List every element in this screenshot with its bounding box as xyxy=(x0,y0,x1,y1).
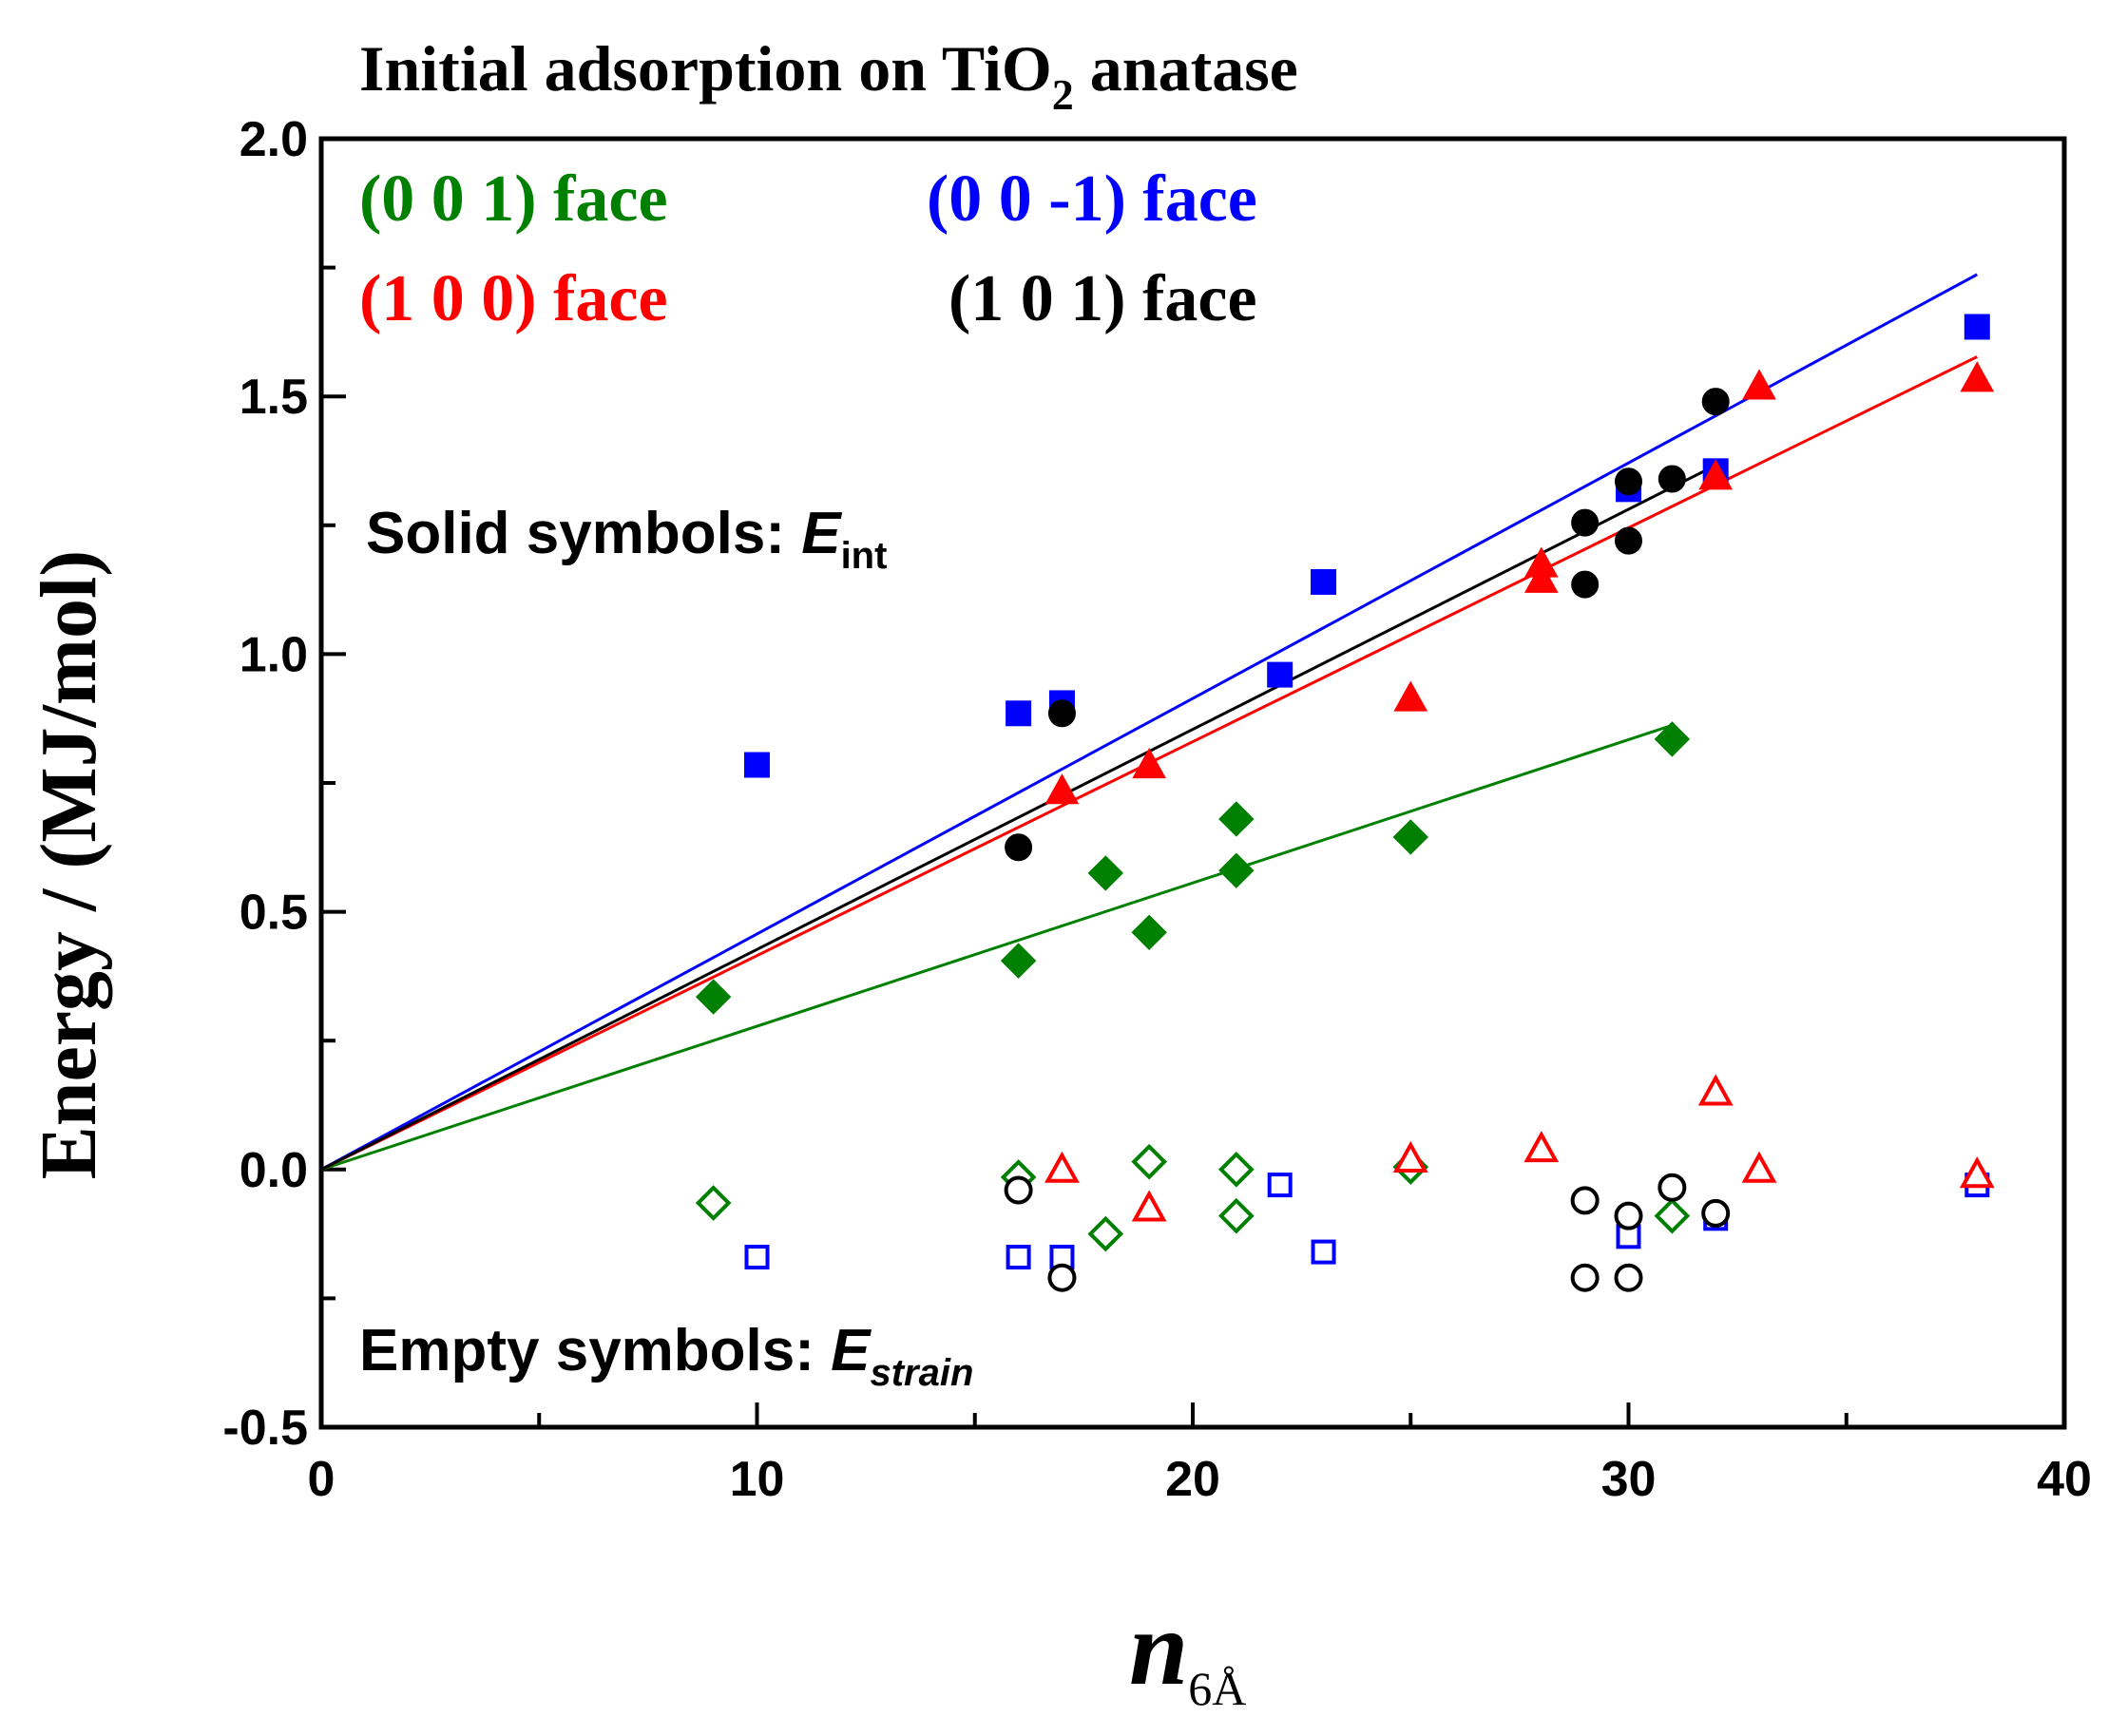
point-face100-int xyxy=(1393,680,1428,712)
x-tick-label: 10 xyxy=(730,1452,785,1507)
x-tick-label: 30 xyxy=(1601,1452,1657,1507)
y-tick-label: 0.5 xyxy=(240,886,308,941)
point-face001-strain xyxy=(1131,1143,1167,1180)
point-face100-strain xyxy=(1959,1156,1995,1189)
point-face101-int xyxy=(1047,699,1076,728)
point-face001-int xyxy=(1131,914,1167,951)
annotation-solid-var: E xyxy=(801,501,842,566)
point-face001-strain xyxy=(1087,1215,1124,1252)
point-face101-strain xyxy=(1658,1173,1687,1202)
x-tick-label: 40 xyxy=(2037,1452,2092,1507)
point-face100-int xyxy=(1132,747,1166,779)
y-axis-label: Energy / (MJ/mol) xyxy=(25,550,113,1180)
fit-lines xyxy=(320,273,1979,1172)
point-face101-strain xyxy=(1614,1263,1643,1292)
point-face101-int xyxy=(1615,467,1642,496)
fit-line-face101 xyxy=(320,464,1716,1172)
data-markers xyxy=(695,314,1995,1292)
point-face00m1-int xyxy=(1006,700,1032,727)
point-face100-strain xyxy=(1523,1130,1560,1163)
x-axis-label-subscript: 6Å xyxy=(1188,1662,1246,1715)
point-face100-strain xyxy=(1131,1190,1167,1222)
annotation-solid-symbols: Solid symbols: Eint xyxy=(366,501,887,577)
chart-title-subscript: 2 xyxy=(1052,70,1074,119)
point-face101-strain xyxy=(1570,1263,1600,1292)
point-face101-strain xyxy=(1701,1198,1731,1228)
point-face101-strain xyxy=(1570,1186,1600,1215)
point-face101-int xyxy=(1005,833,1033,862)
point-face101-int xyxy=(1701,388,1730,416)
point-face100-int xyxy=(1742,369,1776,400)
chart-title-main: Initial adsorption on TiO xyxy=(359,32,1052,105)
point-face100-strain xyxy=(1392,1140,1428,1173)
x-tick-label: 20 xyxy=(1165,1452,1220,1507)
x-axis-label-main: n xyxy=(1129,1590,1188,1707)
point-face100-strain xyxy=(1697,1074,1734,1106)
fit-line-face00m1 xyxy=(320,273,1979,1172)
annotation-solid-sub: int xyxy=(841,535,888,577)
legend-face-00-1: (0 0 -1) face xyxy=(927,162,1257,236)
point-face100-int xyxy=(1044,773,1080,805)
chart-title-tail: anatase xyxy=(1074,32,1298,105)
chart-title: Initial adsorption on TiO2 anatase xyxy=(359,32,1298,119)
point-face001-strain xyxy=(695,1185,732,1221)
point-face100-int xyxy=(1960,361,1995,392)
point-face101-int xyxy=(1571,570,1600,599)
annotation-empty-symbols: Empty symbols: Estrain xyxy=(359,1318,973,1394)
point-face001-int xyxy=(1000,943,1037,979)
point-face001-int xyxy=(1392,819,1428,855)
y-tick-label: 2.0 xyxy=(240,112,308,167)
point-face101-strain xyxy=(1614,1201,1643,1230)
point-face101-strain xyxy=(1004,1175,1033,1205)
point-face00m1-strain xyxy=(1006,1245,1031,1270)
y-tick-label: 1.0 xyxy=(240,627,308,682)
legend-face-101: (1 0 1) face xyxy=(949,262,1257,335)
point-face001-int xyxy=(1218,852,1255,888)
point-face001-strain xyxy=(1654,1197,1691,1234)
y-tick-label: -0.5 xyxy=(222,1401,308,1456)
legend-face-100: (1 0 0) face xyxy=(359,262,668,335)
annotation-solid-text: Solid symbols: xyxy=(366,501,801,566)
point-face001-int xyxy=(1654,721,1691,757)
point-face101-int xyxy=(1615,526,1642,555)
legend: (0 0 1) face (0 0 -1) face (1 0 0) face … xyxy=(359,162,1257,335)
point-face100-int xyxy=(1698,459,1734,490)
annotation-empty-text: Empty symbols: xyxy=(359,1318,831,1383)
point-face101-strain xyxy=(1047,1263,1077,1292)
x-axis-label: n6Å xyxy=(1129,1590,1246,1715)
point-face00m1-strain xyxy=(1311,1239,1336,1265)
point-face00m1-int xyxy=(1267,661,1293,688)
point-face100-strain xyxy=(1044,1151,1080,1183)
point-face00m1-int xyxy=(744,752,770,778)
x-tick-label: 0 xyxy=(308,1452,335,1507)
point-face00m1-strain xyxy=(744,1245,770,1270)
annotation-empty-var: E xyxy=(831,1318,872,1383)
point-face100-int xyxy=(1523,562,1559,593)
axis-tick-labels: 0 10 20 30 40 -0.5 0.0 0.5 1.0 1.5 2.0 xyxy=(222,112,2092,1507)
y-tick-label: 0.0 xyxy=(240,1143,308,1198)
point-face100-strain xyxy=(1741,1151,1777,1183)
annotation-empty-sub: strain xyxy=(870,1352,973,1394)
legend-face-001: (0 0 1) face xyxy=(359,162,668,236)
point-face001-strain xyxy=(1218,1151,1255,1188)
point-face00m1-strain xyxy=(1267,1173,1293,1198)
point-face001-int xyxy=(1218,801,1255,837)
point-face101-int xyxy=(1658,465,1686,493)
fit-line-face001 xyxy=(320,723,1673,1172)
point-face00m1-int xyxy=(1964,314,1990,340)
point-face101-int xyxy=(1571,508,1600,537)
point-face001-int xyxy=(695,979,732,1015)
point-face001-strain xyxy=(1218,1197,1255,1234)
point-face001-int xyxy=(1087,855,1124,891)
point-face00m1-int xyxy=(1311,568,1337,595)
y-tick-label: 1.5 xyxy=(240,370,308,425)
